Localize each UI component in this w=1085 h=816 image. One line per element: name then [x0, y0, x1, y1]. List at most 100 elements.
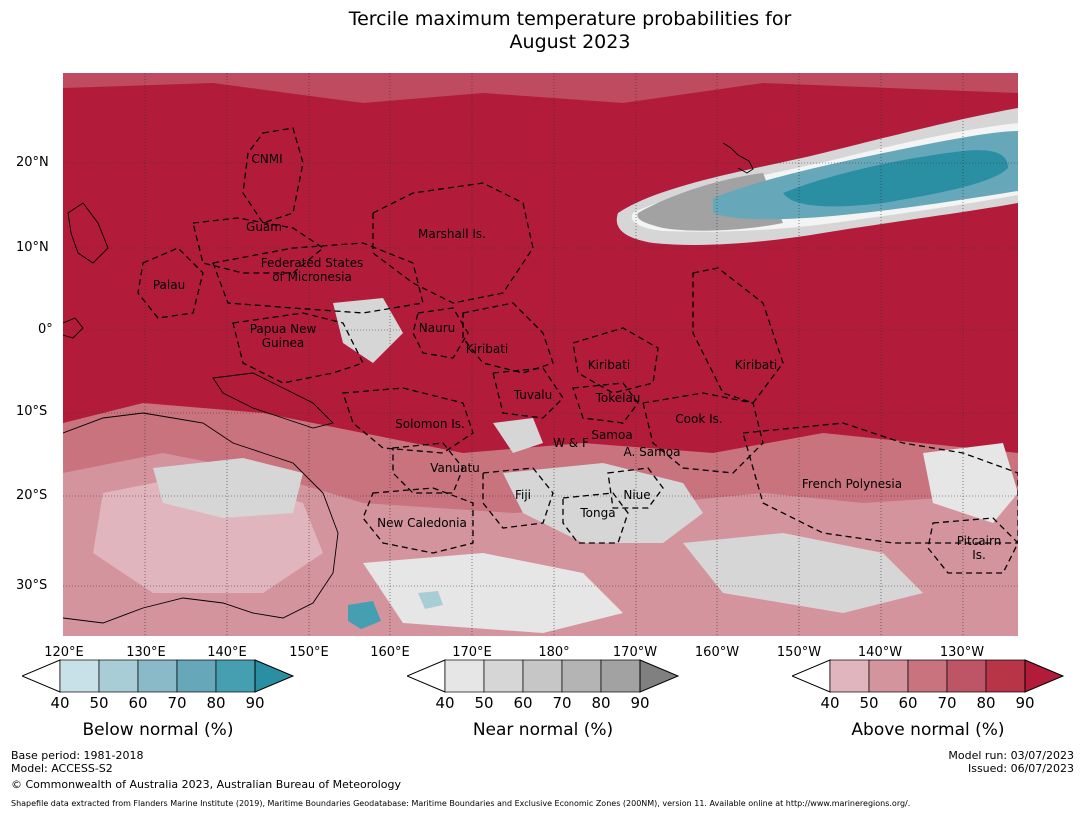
eez-pitcairn	[927, 517, 1018, 574]
colorbar-tick: 50	[474, 694, 494, 712]
place-label: Fiji	[514, 488, 532, 502]
place-label: CNMI	[251, 152, 283, 166]
place-label: Kiribati	[587, 358, 631, 372]
colorbar-tick: 60	[513, 694, 533, 712]
eez-kiribati-east	[692, 267, 784, 404]
colorbar-tick: 40	[820, 694, 840, 712]
colorbar-label-near: Near normal (%)	[472, 720, 614, 740]
eez-boundaries	[137, 127, 1018, 574]
grey-tuvalu	[493, 418, 543, 453]
eez-tuvalu	[492, 367, 564, 419]
colorbar-tick: 60	[898, 694, 918, 712]
coast-philippines	[67, 202, 109, 264]
blue-south-patch-2	[418, 591, 443, 609]
issued-date: Issued: 06/07/2023	[967, 762, 1074, 775]
lon-label-130e: 130°E	[126, 645, 166, 660]
eez-marshall	[372, 182, 534, 304]
place-label: Niue	[623, 488, 651, 502]
coast-new-guinea	[212, 372, 334, 429]
colorbar-tick: 50	[89, 694, 109, 712]
lon-label-150w: 150°W	[776, 645, 822, 660]
colorbar-tick: 80	[206, 694, 226, 712]
colorbar-near	[405, 659, 680, 697]
place-label: Vanuatu	[430, 461, 480, 475]
coastlines	[63, 142, 754, 624]
lon-label-170w: 170°W	[612, 645, 658, 660]
lon-label-130w: 130°W	[939, 645, 985, 660]
coast-borneo	[63, 317, 84, 339]
eez-palau	[137, 247, 204, 319]
base-period: Base period: 1981-2018	[11, 749, 144, 762]
place-label: Tuvalu	[513, 388, 553, 402]
eez-nauru	[412, 307, 469, 359]
blue-hawaii-core	[783, 150, 1008, 207]
eez-png	[232, 312, 364, 384]
model-name: Model: ACCESS-S2	[11, 762, 113, 775]
colorbar-above	[790, 659, 1065, 697]
graticule	[63, 73, 1018, 636]
place-label: Nauru	[418, 321, 456, 335]
colorbar-tick: 70	[167, 694, 187, 712]
place-label: Pitcairn Is.	[956, 534, 1002, 562]
place-label: Palau	[152, 278, 186, 292]
colorbar-tick: 80	[591, 694, 611, 712]
blue-south-patch	[348, 601, 381, 629]
eez-vanuatu	[392, 442, 464, 494]
lon-label-140w: 140°W	[857, 645, 903, 660]
eez-french-polynesia	[742, 422, 1018, 544]
lat-label-10s: 10°S	[16, 404, 48, 419]
copyright: © Commonwealth of Australia 2023, Austra…	[11, 778, 401, 791]
lat-label-10n: 10°N	[16, 240, 49, 255]
lon-label-150e: 150°E	[289, 645, 329, 660]
lon-label-160e: 160°E	[370, 645, 410, 660]
lon-label-140e: 140°E	[207, 645, 247, 660]
lon-label-170e: 170°E	[452, 645, 492, 660]
colorbar-label-below: Below normal (%)	[82, 720, 234, 740]
colorbar-tick: 80	[976, 694, 996, 712]
grey-australia	[153, 458, 303, 518]
lat-label-20n: 20°N	[16, 155, 49, 170]
colorbar-tick: 90	[1015, 694, 1035, 712]
model-run: Model run: 03/07/2023	[948, 749, 1074, 762]
shapefile-credit: Shapefile data extracted from Flanders M…	[11, 799, 911, 808]
place-label: French Polynesia	[801, 477, 903, 491]
eez-niue	[607, 467, 664, 509]
colorbar-tick: 90	[630, 694, 650, 712]
grey-south-2	[683, 533, 923, 613]
colorbar-tick: 40	[435, 694, 455, 712]
eez-kiribati-central	[572, 327, 659, 394]
grey-south-1	[363, 553, 623, 633]
colorbar-label-above: Above normal (%)	[851, 720, 1005, 740]
shade-north-band	[63, 73, 1018, 103]
eez-tokelau	[572, 382, 639, 424]
place-label: W & F	[553, 436, 589, 450]
lon-label-120e: 120°E	[44, 645, 84, 660]
coast-hawaii	[722, 142, 754, 174]
map-field	[63, 73, 1018, 636]
colorbar-tick: 40	[50, 694, 70, 712]
colorbar-tick: 60	[128, 694, 148, 712]
lat-label-20s: 20°S	[16, 488, 48, 503]
eez-cnmi	[242, 127, 304, 224]
place-label: New Caledonia	[377, 516, 467, 530]
place-label: Federated States of Micronesia	[260, 256, 364, 284]
grey-south-3	[923, 443, 1018, 523]
coast-australia	[63, 412, 339, 624]
eez-solomon	[342, 387, 474, 454]
place-label: A. Samoa	[623, 445, 681, 459]
grey-png	[333, 298, 403, 363]
grey-fiji-tonga	[503, 463, 703, 543]
map-title-line1: Tercile maximum temperature probabilitie…	[348, 8, 792, 30]
eez-fiji	[482, 467, 554, 529]
eez-micronesia	[212, 242, 424, 314]
place-label: Samoa	[591, 428, 633, 442]
eez-cook	[642, 392, 764, 474]
probability-map	[63, 73, 1018, 636]
place-label: Tokelau	[595, 391, 641, 405]
place-label: Papua New Guinea	[249, 322, 317, 350]
colorbar-tick: 70	[552, 694, 572, 712]
place-label: Kiribati	[734, 358, 778, 372]
eez-tonga	[562, 492, 629, 544]
eez-new-caledonia	[362, 487, 474, 554]
eez-kiribati-west	[462, 302, 554, 374]
